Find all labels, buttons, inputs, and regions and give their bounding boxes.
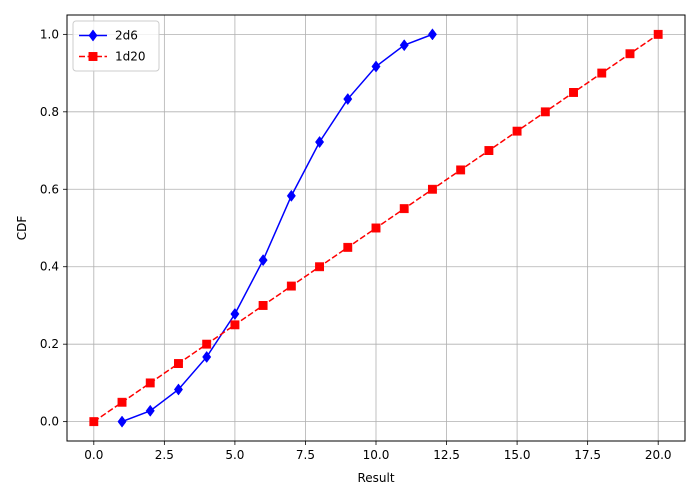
series-layer [89, 28, 663, 428]
axis-ticks: 0.0 2.5 5.0 7.5 10.0 12.5 15.0 17.5 20.0 0.0 0.2 0.… [40, 27, 672, 462]
data-point-1d20 [625, 49, 635, 59]
legend: 2d6 1d20 [72, 20, 160, 72]
data-point-2d6 [117, 415, 127, 428]
x-tick-label: 15.0 [504, 448, 531, 462]
data-point-2d6 [399, 39, 409, 52]
data-point-2d6 [258, 254, 268, 267]
data-point-1d20 [540, 107, 550, 117]
x-tick-label: 20.0 [645, 448, 672, 462]
data-point-1d20 [258, 301, 268, 310]
data-point-1d20 [117, 397, 127, 407]
data-point-1d20 [597, 68, 607, 78]
data-point-2d6 [145, 404, 155, 417]
legend-marker-1d20 [88, 52, 98, 61]
series-1d20 [89, 29, 663, 427]
data-point-1d20 [89, 417, 99, 427]
data-point-1d20 [174, 359, 183, 368]
data-point-1d20 [569, 88, 578, 97]
series-2d6 [117, 28, 437, 428]
x-tick-label: 10.0 [363, 448, 390, 462]
x-tick-label: 17.5 [574, 448, 601, 462]
y-tick-label: 0.6 [40, 182, 59, 196]
series-line-2d6 [121, 33, 433, 423]
data-point-1d20 [315, 262, 325, 272]
data-point-1d20 [427, 184, 437, 194]
data-point-1d20 [145, 378, 155, 388]
y-tick-label: 1.0 [40, 27, 59, 41]
data-point-2d6 [286, 189, 296, 202]
y-axis-title: CDF [15, 216, 29, 241]
legend-label-1d20: 1d20 [115, 50, 146, 64]
x-tick-label: 5.0 [225, 448, 244, 462]
x-axis-title: Result [357, 471, 394, 485]
y-tick-label: 0.0 [40, 415, 59, 429]
y-tick-label: 0.8 [40, 105, 59, 119]
x-tick-label: 7.5 [296, 448, 315, 462]
data-point-2d6 [315, 136, 325, 149]
data-point-1d20 [653, 29, 663, 39]
y-tick-label: 0.4 [40, 260, 59, 274]
data-point-1d20 [343, 242, 353, 252]
x-tick-label: 0.0 [84, 448, 103, 462]
data-point-2d6 [173, 383, 183, 396]
data-point-1d20 [371, 223, 381, 233]
legend-marker-2d6 [88, 29, 98, 42]
x-tick-label: 12.5 [433, 448, 460, 462]
y-tick-label: 0.2 [40, 337, 59, 351]
data-point-1d20 [512, 126, 522, 136]
data-point-2d6 [427, 28, 437, 41]
data-point-2d6 [230, 307, 240, 320]
legend-label-2d6: 2d6 [115, 29, 138, 43]
x-tick-label: 2.5 [155, 448, 174, 462]
data-point-2d6 [202, 350, 212, 363]
data-point-1d20 [484, 146, 494, 155]
data-point-2d6 [371, 60, 381, 73]
grid [67, 15, 685, 441]
data-point-2d6 [343, 93, 353, 106]
data-point-1d20 [202, 339, 212, 349]
data-point-1d20 [399, 204, 409, 214]
data-point-1d20 [286, 281, 296, 291]
data-point-1d20 [230, 320, 240, 330]
data-point-1d20 [456, 165, 466, 175]
